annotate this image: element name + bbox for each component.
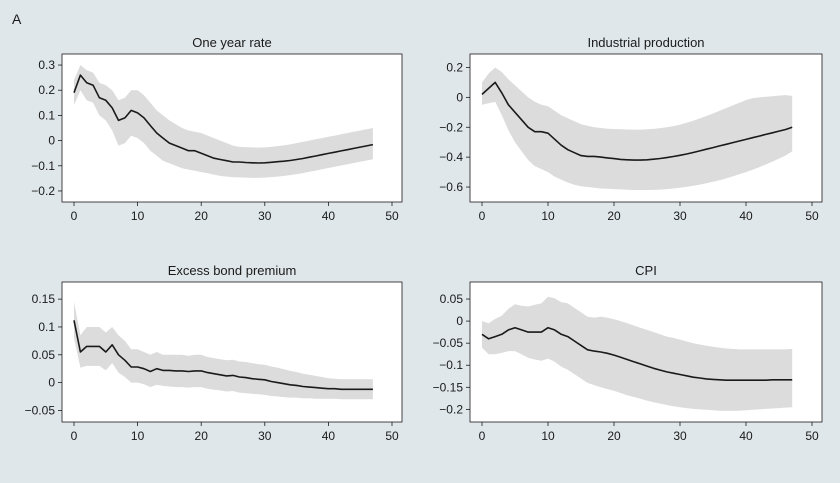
x-tick-label: 10 bbox=[541, 209, 555, 223]
y-tick-label: 0 bbox=[48, 376, 55, 390]
y-tick-label: −0.1 bbox=[31, 159, 55, 173]
y-tick-label: 0.1 bbox=[38, 320, 55, 334]
response-line bbox=[481, 326, 793, 381]
confidence-band bbox=[482, 296, 793, 411]
y-tick-label: −0.4 bbox=[439, 150, 463, 164]
x-tick-label: 40 bbox=[739, 209, 753, 223]
response-line bbox=[73, 320, 373, 391]
panel-title: Excess bond premium bbox=[168, 263, 297, 278]
x-tick-label: 0 bbox=[479, 209, 486, 223]
confidence-band bbox=[74, 65, 373, 178]
x-tick-label: 50 bbox=[805, 429, 819, 443]
y-tick-label: 0 bbox=[456, 314, 463, 328]
x-tick-label: 50 bbox=[385, 209, 399, 223]
y-tick-label: −0.2 bbox=[439, 402, 463, 416]
y-tick-label: −0.6 bbox=[439, 180, 463, 194]
y-tick-label: 0.05 bbox=[32, 348, 56, 362]
y-tick-label: 0.05 bbox=[440, 292, 464, 306]
x-tick-label: 40 bbox=[322, 209, 336, 223]
x-tick-label: 20 bbox=[195, 429, 209, 443]
y-tick-label: −0.15 bbox=[433, 380, 464, 394]
confidence-band bbox=[74, 301, 373, 400]
panel-title: One year rate bbox=[192, 35, 272, 50]
y-tick-label: 0 bbox=[456, 90, 463, 104]
panel-title: CPI bbox=[635, 263, 657, 278]
x-tick-label: 30 bbox=[258, 209, 272, 223]
y-tick-label: 0.15 bbox=[32, 292, 56, 306]
x-tick-label: 50 bbox=[805, 209, 819, 223]
y-tick-label: 0.2 bbox=[38, 83, 55, 97]
x-tick-label: 10 bbox=[541, 429, 555, 443]
x-tick-label: 30 bbox=[258, 429, 272, 443]
x-tick-label: 30 bbox=[673, 209, 687, 223]
x-tick-label: 0 bbox=[71, 429, 78, 443]
confidence-band bbox=[482, 67, 793, 190]
y-tick-label: −0.2 bbox=[439, 120, 463, 134]
response-line bbox=[481, 81, 793, 161]
x-tick-label: 20 bbox=[607, 429, 621, 443]
y-tick-label: −0.1 bbox=[439, 358, 463, 372]
chart-panel-excess-bond-premium: Excess bond premium −0.05 0 0.05 0.1 0.15 0 10 2… bbox=[25, 263, 403, 443]
y-tick-label: 0.3 bbox=[38, 58, 55, 72]
x-tick-label: 0 bbox=[479, 429, 486, 443]
x-tick-label: 10 bbox=[131, 429, 145, 443]
y-tick-label: −0.05 bbox=[25, 403, 56, 417]
chart-panel-industrial-production: Industrial production −0.6 −0.4 −0.2 0 0.2 0 10… bbox=[439, 35, 823, 223]
x-tick-label: 40 bbox=[322, 429, 336, 443]
y-tick-label: −0.2 bbox=[31, 184, 55, 198]
figure-panel-letter: A bbox=[12, 11, 22, 27]
x-tick-label: 50 bbox=[385, 429, 399, 443]
y-tick-label: −0.05 bbox=[433, 336, 464, 350]
y-tick-label: 0 bbox=[48, 134, 55, 148]
y-tick-label: 0.1 bbox=[38, 108, 55, 122]
panel-title: Industrial production bbox=[587, 35, 704, 50]
x-tick-label: 20 bbox=[607, 209, 621, 223]
x-tick-label: 0 bbox=[71, 209, 78, 223]
x-tick-label: 30 bbox=[673, 429, 687, 443]
response-line bbox=[73, 74, 374, 164]
x-tick-label: 10 bbox=[131, 209, 145, 223]
chart-panel-one-year-rate: One year rate −0.2 −0.1 0 0.1 0.2 0.3 0 10 20 30 40… bbox=[31, 35, 403, 223]
chart-panel-cpi: CPI −0.2 −0.15 −0.1 −0.05 0 0.05 0 10 20 30 40 50 bbox=[433, 263, 823, 443]
y-tick-label: 0.2 bbox=[446, 60, 463, 74]
x-tick-label: 20 bbox=[195, 209, 209, 223]
x-tick-label: 40 bbox=[739, 429, 753, 443]
